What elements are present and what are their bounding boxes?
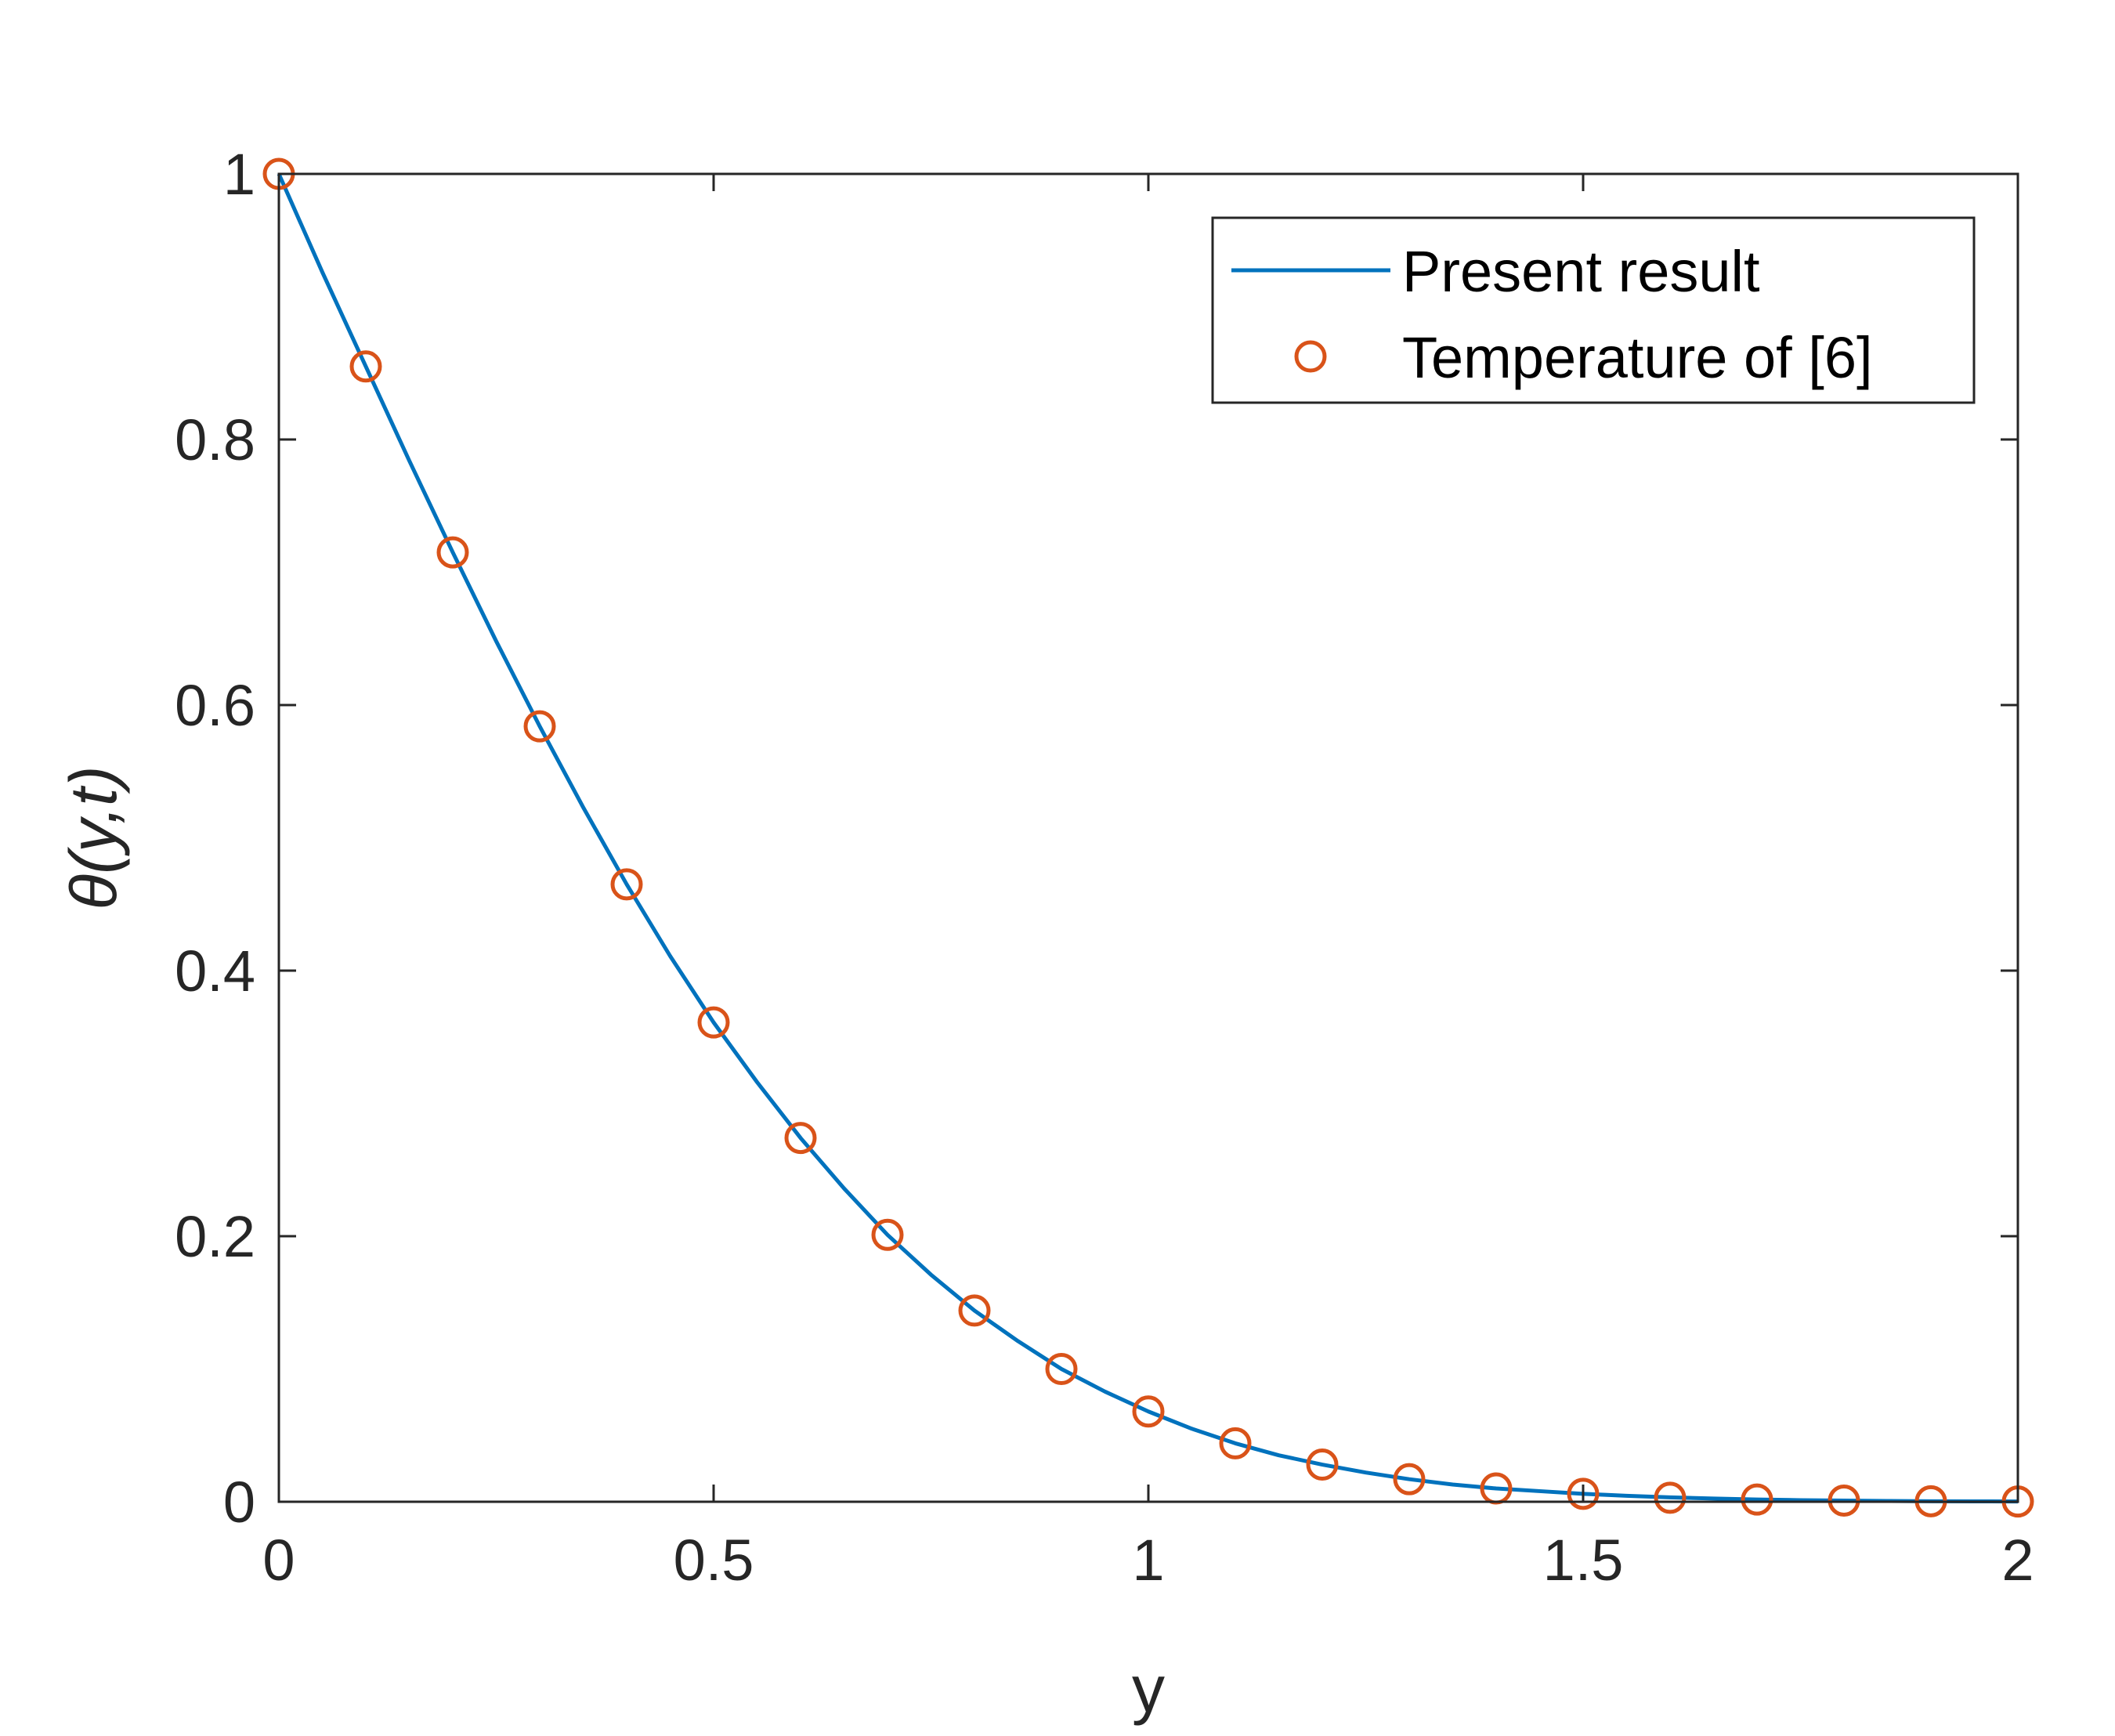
legend: Present result Temperature of [6] [1211,216,1976,404]
data-point-temperature [1828,1484,1860,1517]
x-tick-label: 0 [262,1528,295,1593]
data-point-temperature [1132,1395,1165,1428]
y-axis-label: θ(y,t) [56,766,130,910]
data-point-temperature [784,1122,817,1155]
y-tick-label: 0.2 [175,1204,255,1269]
legend-label-present-result: Present result [1402,239,1760,304]
y-tick-label: 0.6 [175,673,255,738]
x-axis-label: y [1132,1652,1165,1726]
x-tick-label: 0.5 [674,1528,754,1593]
data-point-temperature [871,1218,904,1251]
data-point-temperature [1654,1481,1687,1514]
x-tick-label: 1 [1132,1528,1164,1593]
legend-box [1211,216,1976,404]
data-point-temperature [958,1294,991,1327]
data-point-temperature [349,350,382,383]
legend-label-temperature: Temperature of [6] [1402,325,1873,390]
x-tick-label: 1.5 [1543,1528,1624,1593]
series-line-present-result [277,172,2019,1504]
data-point-temperature [1306,1448,1339,1481]
data-point-temperature [1393,1463,1426,1495]
data-point-temperature [1219,1427,1252,1459]
data-point-temperature [697,1006,730,1039]
y-tick-label: 0.4 [175,939,255,1004]
data-point-temperature [1741,1483,1773,1516]
y-tick-label: 0 [223,1470,255,1535]
data-point-temperature [523,710,556,743]
y-tick-label: 1 [223,142,255,207]
legend-marker-swatch [1294,340,1327,373]
data-point-temperature [610,868,643,901]
data-point-temperature [436,536,469,569]
data-point-temperature [1045,1353,1078,1385]
data-point-temperature [1567,1477,1600,1510]
y-tick-label: 0.8 [175,407,255,472]
ticks-layer: 0 0.5 1 1.5 2 0 0.2 0.4 0.6 0.8 1 [175,142,2034,1593]
x-tick-label: 2 [2001,1528,2034,1593]
